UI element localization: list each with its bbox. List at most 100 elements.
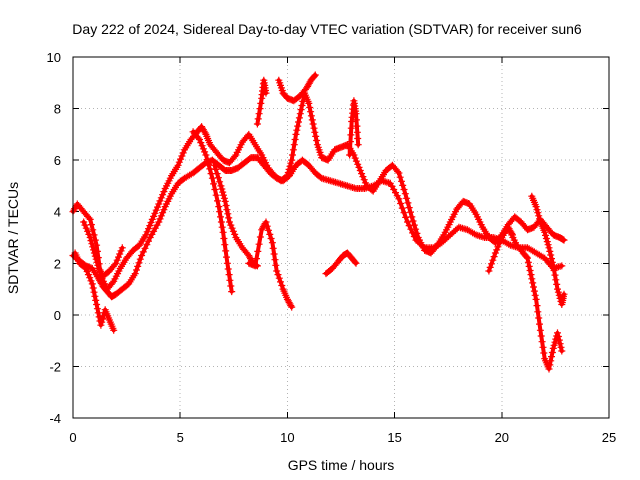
data-point (541, 228, 549, 236)
data-point (143, 241, 151, 249)
data-point (251, 262, 259, 270)
data-point (407, 208, 414, 216)
data-point (141, 244, 149, 252)
data-point (87, 221, 95, 229)
data-point (401, 190, 409, 198)
data-point (98, 318, 106, 326)
data-point (399, 181, 407, 189)
data-point (396, 173, 404, 181)
data-point (409, 217, 417, 225)
data-point (533, 302, 541, 310)
data-point (286, 162, 294, 170)
data-point (231, 230, 239, 238)
data-point (544, 241, 552, 249)
data-point (217, 218, 225, 226)
data-point (90, 246, 98, 254)
data-point (211, 161, 218, 169)
data-point (285, 299, 293, 306)
series-track-h (253, 76, 270, 128)
data-point (290, 141, 298, 149)
data-point (116, 250, 124, 258)
data-point (557, 343, 565, 351)
data-point (210, 180, 218, 188)
x-tick-label: 15 (387, 430, 401, 445)
data-point (253, 120, 261, 128)
data-point (488, 260, 495, 268)
data-point (304, 82, 312, 90)
data-point (412, 225, 420, 233)
data-point (524, 258, 532, 266)
data-point (529, 279, 537, 287)
data-point (84, 227, 92, 235)
data-point (533, 206, 541, 214)
data-point (245, 252, 253, 259)
data-point (395, 169, 403, 177)
data-point (555, 336, 563, 344)
y-tick-label: 4 (54, 205, 61, 220)
data-point (86, 234, 94, 241)
data-point (80, 218, 88, 226)
data-point (304, 81, 312, 89)
data-point (283, 295, 291, 303)
series-track-i (275, 71, 319, 105)
data-point (351, 154, 359, 162)
x-tick-label: 20 (495, 430, 509, 445)
data-point (224, 210, 232, 218)
data-point (393, 192, 401, 200)
data-point (91, 292, 99, 300)
data-point (470, 230, 478, 238)
data-point (351, 258, 359, 266)
data-point (110, 326, 118, 334)
data-point (86, 274, 94, 282)
data-point (159, 209, 167, 217)
data-point (307, 112, 315, 120)
data-point (150, 212, 158, 220)
data-point (539, 343, 547, 351)
data-point (208, 174, 216, 182)
data-point (538, 338, 546, 346)
data-point (159, 191, 167, 199)
tick-label-layer: 0 5 10 15 20 25 -4 -2 0 2 4 6 8 10 (47, 50, 617, 445)
data-point (133, 266, 140, 274)
data-point (85, 230, 93, 238)
data-point (287, 159, 295, 167)
data-point (293, 126, 301, 134)
data-point (398, 204, 406, 212)
data-point (226, 218, 233, 226)
data-point (219, 188, 227, 196)
data-point (145, 225, 152, 233)
data-point (88, 240, 96, 248)
data-point (490, 253, 498, 261)
data-point (157, 194, 165, 202)
data-point (286, 300, 294, 308)
data-point (228, 224, 236, 232)
data-point (295, 118, 302, 126)
data-point (361, 179, 369, 187)
data-point (221, 241, 229, 249)
data-point (93, 305, 101, 313)
data-point (397, 200, 405, 207)
x-tick-label: 0 (69, 430, 76, 445)
y-axis-label: SDTVAR / TECUs (5, 182, 21, 294)
data-point (222, 247, 230, 255)
data-point (198, 142, 206, 150)
data-point (71, 205, 79, 213)
data-point (527, 271, 535, 279)
y-tick-label: -4 (49, 411, 61, 426)
x-axis-label: GPS time / hours (288, 457, 395, 473)
data-point (156, 197, 164, 205)
data-point (308, 116, 316, 124)
data-point (155, 218, 163, 226)
data-point (134, 262, 142, 270)
data-point (547, 251, 555, 259)
series-track-e (189, 128, 236, 296)
data-point (229, 227, 237, 235)
data-point (227, 221, 235, 229)
data-point (202, 151, 210, 159)
data-point (493, 246, 501, 254)
data-point (352, 259, 360, 267)
data-point (96, 266, 104, 274)
data-point (536, 320, 543, 328)
data-point (218, 223, 226, 231)
data-point (146, 222, 154, 230)
